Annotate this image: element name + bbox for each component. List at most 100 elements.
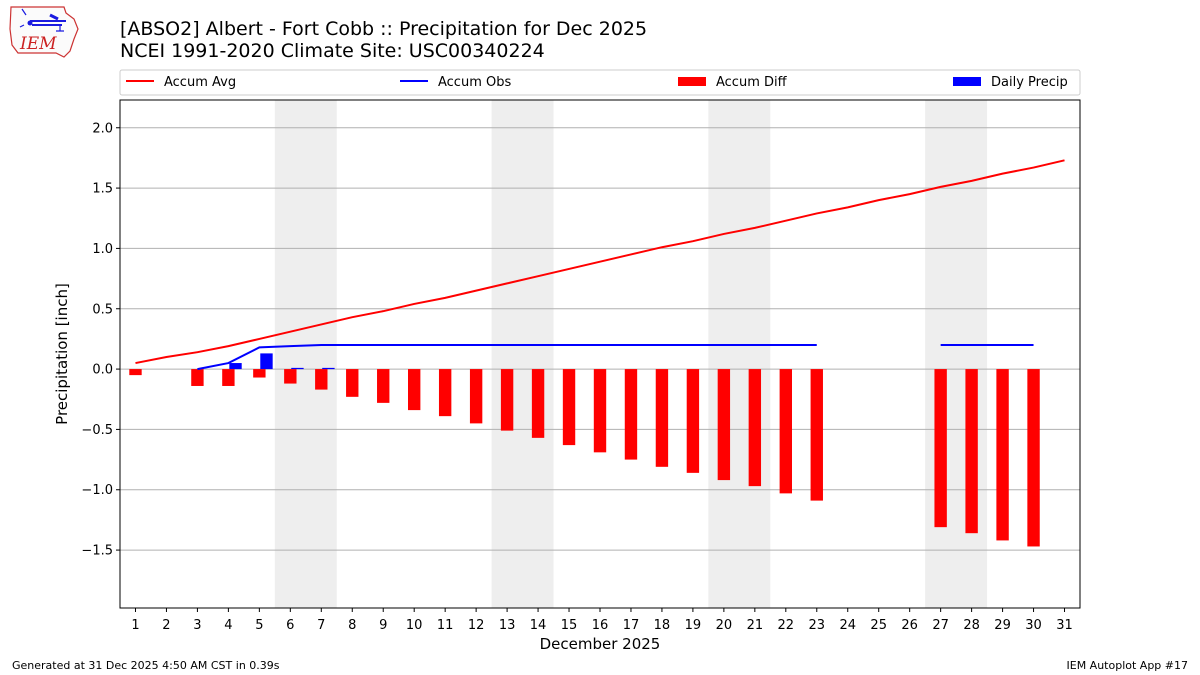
accum-diff-bar [686,369,700,473]
x-tick-label: 7 [317,618,325,633]
x-tick-label: 29 [994,618,1011,633]
x-tick-label: 19 [685,618,702,633]
y-axis-ticks: −1.5 −1.0 −0.5 0.0 0.5 1.0 1.5 2.0 [81,121,120,559]
y-tick-label: 0.5 [92,302,113,317]
legend-accum-avg: Accum Avg [126,75,236,90]
legend-accum-diff: Accum Diff [678,75,788,90]
accum-diff-bar [1027,369,1040,547]
x-tick-label: 20 [716,618,733,633]
y-tick-label: 2.0 [92,121,113,136]
x-tick-label: 1 [131,618,139,633]
x-tick-label: 14 [530,618,547,633]
legend-swatch [678,77,706,86]
x-tick-label: 16 [592,618,609,633]
accum-diff-bar [593,369,607,453]
accum-diff-bar [779,369,792,494]
daily-precip-bar [260,353,273,370]
accum-diff-bar [253,369,266,378]
accum-obs-line [197,343,817,371]
accum-diff-bar [500,369,514,431]
y-tick-label: −1.0 [81,483,113,498]
x-tick-label: 12 [468,618,485,633]
x-tick-label: 17 [623,618,640,633]
x-tick-label: 15 [561,618,578,633]
x-axis-ticks: 1 2 3 4 5 6 7 8 9 10 11 12 13 14 15 16 17 18 19 20 21 22 23 24 2… [131,608,1073,633]
accum-diff-bar [284,369,297,384]
accum-diff-bar [469,369,483,424]
x-tick-label: 30 [1025,618,1042,633]
accum-diff-bar [655,369,669,467]
footer-generated: Generated at 31 Dec 2025 4:50 AM CST in … [12,659,280,672]
accum-diff-bar [562,369,576,446]
logo-text: IEM [19,34,57,54]
x-tick-label: 25 [870,618,887,633]
x-tick-label: 6 [286,618,294,633]
x-tick-label: 5 [255,618,263,633]
x-tick-label: 3 [193,618,201,633]
x-tick-label: 23 [809,618,826,633]
x-tick-label: 2 [162,618,170,633]
legend: Accum Avg Accum Obs Accum Diff Daily Precip [119,69,1081,96]
bars [129,353,1040,547]
x-tick-label: 11 [437,618,454,633]
x-axis-label: December 2025 [540,635,661,653]
legend-label: Accum Avg [164,75,236,90]
legend-label: Daily Precip [991,75,1068,90]
accum-diff-bar [531,369,545,438]
accum-diff-bar [191,369,204,386]
legend-daily-precip: Daily Precip [953,75,1068,90]
x-tick-label: 28 [963,618,980,633]
accum-diff-bar [810,369,823,501]
legend-accum-obs: Accum Obs [400,75,511,90]
weekend-band [491,100,554,608]
daily-precip-bar [291,367,304,370]
legend-box [119,69,1081,96]
accum-diff-bar [315,369,328,390]
accum-diff-bar [934,369,947,528]
accum-avg-line [135,159,1065,365]
daily-precip-bar [229,363,242,370]
x-tick-label: 22 [778,618,795,633]
y-tick-label: −0.5 [81,423,113,438]
accum-diff-bar [222,369,235,386]
x-tick-label: 4 [224,618,232,633]
y-tick-label: 1.0 [92,242,113,257]
y-tick-label: 1.5 [92,182,113,197]
accum-diff-bar [748,369,762,487]
weekend-band [274,100,337,608]
accum-diff-bar [624,369,638,460]
x-tick-label: 18 [654,618,671,633]
weekend-shading [274,100,988,608]
accum-diff-bar [996,369,1009,541]
accum-diff-bar [346,369,359,397]
accum-diff-bar [965,369,978,534]
accum-diff-bar [129,369,142,376]
accum-diff-bar [717,369,731,481]
accum-diff-bar [408,369,421,411]
legend-label: Accum Obs [438,75,511,90]
x-tick-label: 26 [901,618,918,633]
y-tick-label: −1.5 [81,544,113,559]
legend-label: Accum Diff [716,75,788,90]
x-tick-label: 27 [932,618,949,633]
footer-app: IEM Autoplot App #17 [1066,659,1189,672]
lines [135,159,1065,371]
accum-diff-bar [438,369,452,417]
x-tick-label: 21 [747,618,764,633]
chart-subtitle: NCEI 1991-2020 Climate Site: USC00340224 [120,40,545,62]
x-tick-label: 8 [348,618,356,633]
x-tick-label: 10 [406,618,423,633]
chart-title: [ABSO2] Albert - Fort Cobb :: Precipitat… [120,18,648,40]
y-axis-label: Precipitation [inch] [53,283,71,425]
weekend-band [708,100,771,608]
daily-precip-bar [322,367,335,370]
accum-diff-bar [377,369,390,403]
x-tick-label: 9 [379,618,387,633]
iem-logo: IEM [9,6,79,58]
x-tick-label: 31 [1056,618,1073,633]
y-tick-label: 0.0 [92,363,113,378]
x-tick-label: 13 [499,618,516,633]
x-tick-label: 24 [839,618,856,633]
legend-swatch [953,77,981,86]
